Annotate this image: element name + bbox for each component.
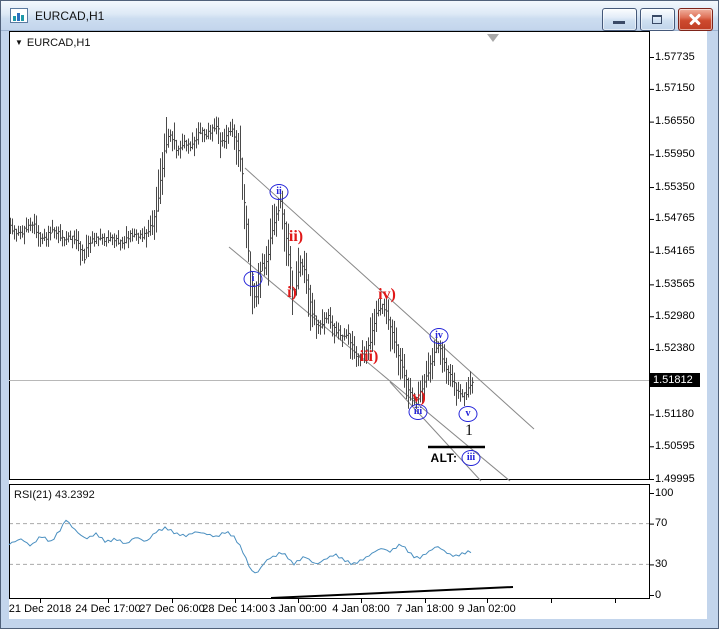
chart-client-area[interactable] xyxy=(9,31,707,619)
price-tick-label: 1.50595 xyxy=(655,439,695,452)
rsi-tick-label: 30 xyxy=(655,557,668,570)
wave-label-v: v) xyxy=(412,389,426,406)
window-controls xyxy=(602,8,713,31)
wave-label-ALT: ALT: xyxy=(430,451,458,465)
rsi-indicator-label: RSI(21) 43.2392 xyxy=(14,489,95,501)
time-tick-label: 9 Jan 02:00 xyxy=(458,603,516,615)
wave-label-ii: ii) xyxy=(288,228,304,245)
symbol-label[interactable]: ▼ EURCAD,H1 xyxy=(15,37,91,49)
price-tick-label: 1.54765 xyxy=(655,212,695,225)
price-tick-label: 1.49995 xyxy=(655,472,695,485)
wave-label-i: i) xyxy=(287,284,297,301)
price-tick-label: 1.51180 xyxy=(655,407,694,420)
window-title: EURCAD,H1 xyxy=(35,8,105,23)
time-tick-label: 3 Jan 00:00 xyxy=(269,603,327,615)
time-tick-label: 27 Dec 06:00 xyxy=(139,603,205,615)
minimize-button[interactable] xyxy=(602,8,637,31)
wave-label-iii: iii xyxy=(408,404,428,420)
wave-label-iv: iv) xyxy=(378,286,396,303)
chart-icon xyxy=(10,8,28,23)
time-tick-label: 4 Jan 08:00 xyxy=(332,603,390,615)
price-tick-label: 1.53565 xyxy=(655,277,695,290)
price-tick-label: 1.57735 xyxy=(655,50,695,63)
restore-icon xyxy=(652,15,662,24)
price-tick-label: 1.55350 xyxy=(655,180,695,193)
price-tick-label: 1.54165 xyxy=(655,245,695,258)
close-button[interactable] xyxy=(678,8,713,31)
chevron-down-icon: ▼ xyxy=(15,38,23,47)
chart-shift-marker-icon[interactable] xyxy=(487,34,499,42)
rsi-tick-label: 0 xyxy=(655,588,662,601)
current-price-badge: 1.51812 xyxy=(650,372,700,387)
time-tick-label: 21 Dec 2018 xyxy=(8,603,72,615)
restore-button[interactable] xyxy=(640,8,675,31)
rsi-tick-label: 70 xyxy=(655,517,668,530)
wave-label-ii: ii xyxy=(269,184,289,200)
price-tick-label: 1.52980 xyxy=(655,309,695,322)
price-tick-label: 1.52380 xyxy=(655,342,695,355)
price-tick-label: 1.56550 xyxy=(655,115,695,128)
wave-label-1: 1 xyxy=(465,422,473,439)
title-bar[interactable]: EURCAD,H1 xyxy=(1,1,718,31)
rsi-tick-label: 100 xyxy=(655,486,674,499)
price-tick-label: 1.57150 xyxy=(655,82,695,95)
wave-label-i: i xyxy=(243,271,263,287)
minimize-icon xyxy=(613,21,625,24)
price-tick-label: 1.55950 xyxy=(655,147,695,160)
wave-label-iii: iii) xyxy=(359,348,379,365)
time-tick-label: 24 Dec 17:00 xyxy=(75,603,141,615)
wave-label-iii: iii xyxy=(461,450,481,466)
time-tick-label: 28 Dec 14:00 xyxy=(202,603,268,615)
wave-label-v: v xyxy=(458,406,478,422)
wave-label-iv: iv xyxy=(429,328,449,344)
time-tick-label: 7 Jan 18:00 xyxy=(396,603,454,615)
